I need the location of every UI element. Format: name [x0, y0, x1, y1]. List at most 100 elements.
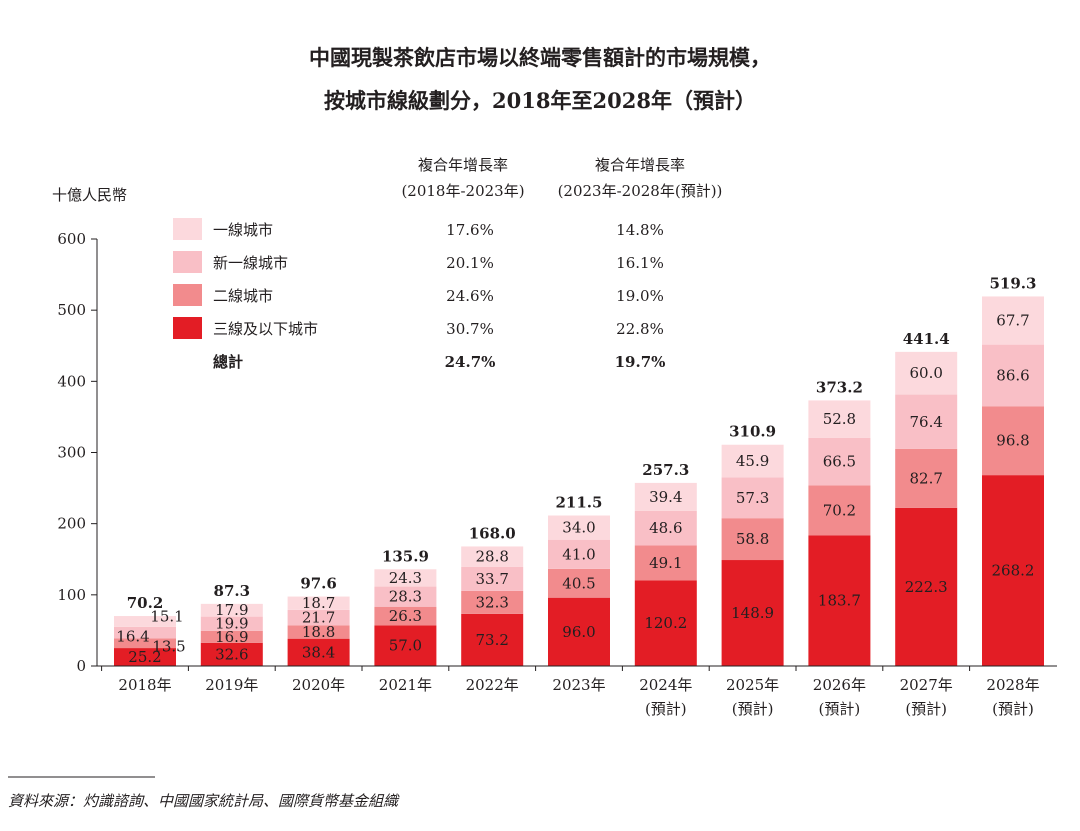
total-label: 87.3 [214, 582, 251, 600]
x-tick-label: 2020年 [292, 676, 345, 694]
total-row-label: 總計 [213, 353, 243, 371]
bar-segment [895, 448, 958, 508]
total-cagr-2023-2028: 19.7% [615, 353, 666, 371]
x-tick-label: (預計) [732, 700, 774, 718]
total-label: 441.4 [903, 330, 950, 348]
bar-segment [287, 609, 350, 626]
legend-swatch [173, 317, 202, 339]
data-label: 16.4 [116, 628, 149, 646]
data-label: 57.3 [736, 489, 769, 507]
bar-segment [808, 400, 871, 438]
bar-segment [982, 296, 1044, 345]
cagr-2023-2028: 16.1% [616, 254, 664, 272]
legend-swatch [173, 284, 202, 306]
legend-label: 新一線城市 [213, 254, 288, 272]
x-tick-label: (預計) [905, 700, 947, 718]
bar-segment [634, 510, 697, 546]
data-label: 52.8 [823, 410, 856, 428]
y-axis-label: 十億人民幣 [52, 186, 127, 204]
data-label: 28.3 [389, 588, 422, 606]
bar-segment [461, 613, 524, 666]
data-label: 70.2 [823, 501, 856, 519]
cagr-2018-2023: 20.1% [446, 254, 494, 272]
cagr-2023-2028: 22.8% [616, 320, 664, 338]
bar-segment [461, 546, 524, 567]
bar-segment [374, 586, 437, 607]
data-label: 33.7 [475, 570, 508, 588]
bar-segment [982, 475, 1044, 666]
data-label: 39.4 [649, 488, 682, 506]
data-label: 25.2 [128, 648, 161, 666]
x-tick-label: (預計) [992, 700, 1034, 718]
y-tick-label: 500 [57, 301, 86, 319]
total-label: 310.9 [729, 423, 776, 441]
bar-segment [548, 568, 610, 598]
bar-segment [374, 606, 437, 626]
data-label: 86.6 [996, 366, 1029, 384]
data-label: 76.4 [909, 413, 942, 431]
bar-segment [114, 626, 176, 639]
data-label: 67.7 [996, 312, 1029, 330]
bar-segment [895, 507, 958, 666]
bar-segment [374, 625, 437, 666]
bar-segment [287, 638, 350, 666]
bar-segment [287, 596, 350, 610]
data-label: 34.0 [562, 519, 595, 537]
y-tick-label: 0 [76, 657, 86, 675]
x-tick-label: 2019年 [205, 676, 258, 694]
cagr-2018-2023: 17.6% [446, 221, 494, 239]
total-label: 135.9 [382, 547, 429, 565]
data-label: 18.8 [302, 623, 335, 641]
legend-label: 一線城市 [213, 221, 273, 239]
data-label: 38.4 [302, 643, 335, 661]
x-tick-label: 2025年 [726, 676, 779, 694]
bar-segment [721, 518, 784, 561]
data-label: 18.7 [302, 594, 335, 612]
data-label: 60.0 [909, 364, 942, 382]
bar-segment [287, 625, 350, 639]
cagr-2023-2028: 19.0% [616, 287, 664, 305]
bar-segment [721, 444, 784, 478]
bar-segment [200, 603, 263, 617]
x-tick-label: 2022年 [466, 676, 519, 694]
data-label: 21.7 [302, 609, 335, 627]
x-tick-label: 2028年 [986, 676, 1039, 694]
total-label: 257.3 [642, 461, 689, 479]
y-tick-label: 300 [57, 444, 86, 462]
data-label: 49.1 [649, 554, 682, 572]
x-tick-label: 2021年 [379, 676, 432, 694]
bar-segment [114, 616, 176, 627]
cagr-2023-2028: 14.8% [616, 221, 664, 239]
x-tick-label: (預計) [645, 700, 687, 718]
chart-title-line2: 按城市線級劃分，2018年至2028年（預計） [324, 88, 756, 113]
legend-swatch [173, 218, 202, 240]
data-label: 40.5 [562, 574, 595, 592]
legend-label: 二線城市 [213, 287, 273, 305]
data-label: 96.0 [562, 623, 595, 641]
total-label: 519.3 [990, 274, 1037, 292]
data-label: 13.5 [152, 637, 185, 655]
total-label: 97.6 [300, 575, 337, 593]
bar-segment [200, 630, 263, 643]
data-label: 73.2 [475, 631, 508, 649]
total-cagr-2018-2023: 24.7% [445, 353, 496, 371]
data-label: 82.7 [909, 469, 942, 487]
data-label: 183.7 [818, 592, 861, 610]
bar-segment [808, 437, 871, 486]
total-label: 168.0 [469, 524, 516, 542]
data-label: 17.9 [215, 601, 248, 619]
data-label: 28.8 [475, 548, 508, 566]
y-tick-label: 400 [57, 372, 86, 390]
bar-segment [548, 515, 610, 540]
y-tick-label: 600 [57, 230, 86, 248]
bar-segment [200, 642, 263, 666]
cagr-header: (2023年-2028年(預計)) [558, 182, 723, 200]
bar-segment [721, 560, 784, 666]
data-label: 32.3 [475, 593, 508, 611]
data-label: 32.6 [215, 645, 248, 663]
y-tick-label: 100 [57, 586, 86, 604]
source-note: 資料來源：灼識諮詢、中國國家統計局、國際貨幣基金組織 [8, 792, 400, 810]
data-label: 57.0 [389, 637, 422, 655]
bar-segment [461, 590, 524, 614]
